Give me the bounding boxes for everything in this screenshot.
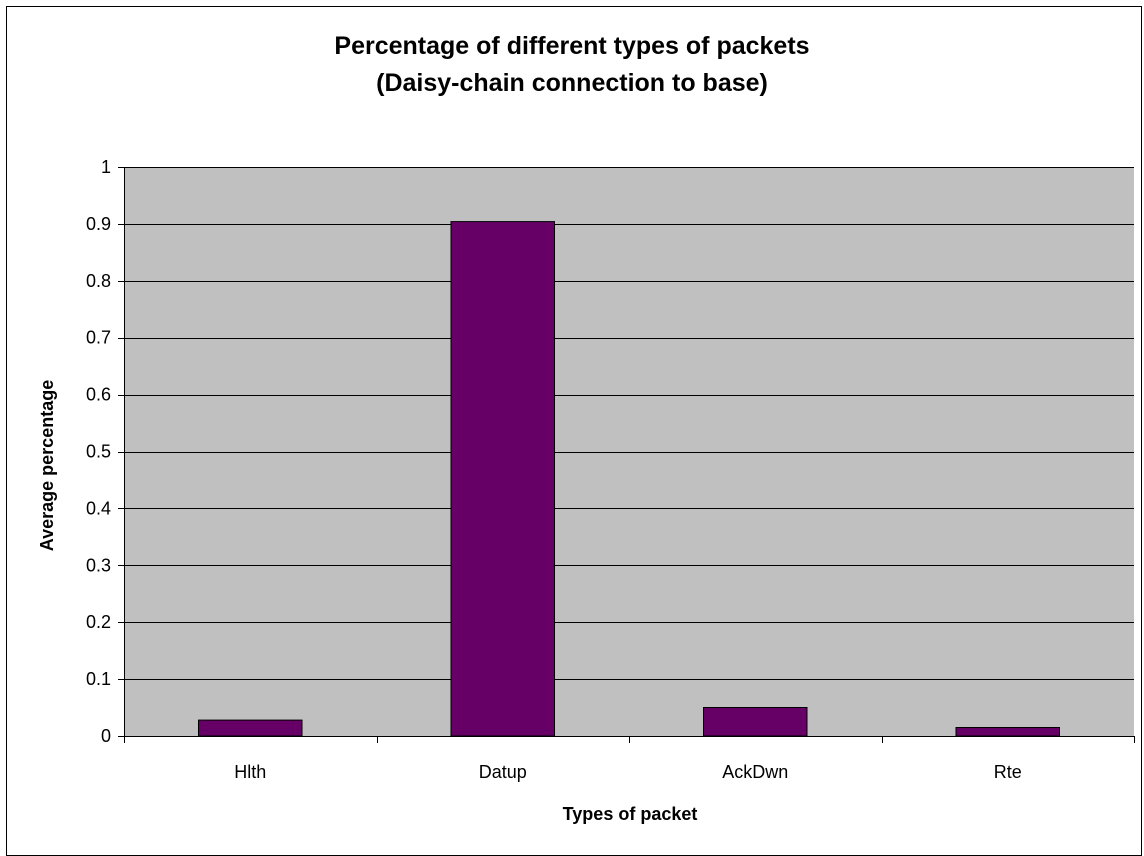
bars — [198, 221, 1060, 737]
chart-title-line-1: Percentage of different types of packets — [334, 32, 810, 60]
x-tick-label: Hlth — [234, 762, 266, 782]
chart-title-line-2: (Daisy-chain connection to base) — [376, 69, 768, 97]
y-tick-label: 0.2 — [86, 612, 111, 632]
y-tick-label: 0.4 — [86, 498, 111, 518]
y-tick-label: 0.8 — [86, 271, 111, 291]
y-tick-label: 0.7 — [86, 328, 111, 348]
y-tick-label: 0.3 — [86, 555, 111, 575]
axes — [118, 167, 1135, 743]
y-tick-label: 1 — [101, 157, 111, 177]
x-axis-title: Types of packet — [563, 804, 698, 824]
bar-rte — [955, 727, 1060, 737]
bar-hlth — [198, 719, 303, 737]
y-tick-label: 0.5 — [86, 442, 111, 462]
gridlines — [124, 167, 1134, 680]
y-axis-title: Average percentage — [37, 380, 57, 551]
x-tick-label: Datup — [479, 762, 527, 782]
bar-datup — [450, 221, 555, 737]
y-tick-labels: 0 0.1 0.2 0.3 0.4 0.5 0.6 0.7 0.8 0.9 1 — [86, 157, 111, 746]
y-tick-label: 0.9 — [86, 214, 111, 234]
x-tick-label: AckDwn — [722, 762, 788, 782]
x-tick-labels: Hlth Datup AckDwn Rte — [234, 762, 1022, 782]
plot-area — [124, 167, 1134, 736]
x-tick-label: Rte — [994, 762, 1022, 782]
y-tick-label: 0.6 — [86, 385, 111, 405]
y-tick-label: 0 — [101, 726, 111, 746]
bar-ackdwn — [703, 707, 808, 737]
y-tick-label: 0.1 — [86, 669, 111, 689]
